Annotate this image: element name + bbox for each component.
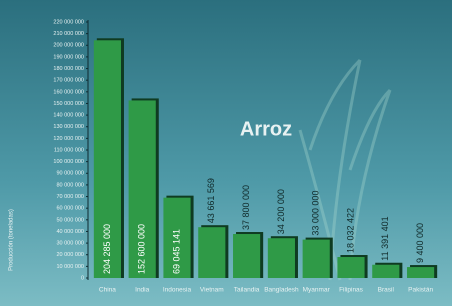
y-tick-label: 40 000 000 (56, 229, 84, 235)
value-label: 37 800 000 (241, 185, 251, 230)
y-tick-label: 60 000 000 (56, 206, 84, 212)
x-tick-label: India (135, 287, 149, 294)
x-tick-label: Bangladesh (264, 287, 299, 294)
y-tick-label: 110 000 000 (54, 147, 84, 153)
value-label: 69 045 141 (171, 229, 181, 274)
x-tick-label: Myanmar (303, 287, 331, 294)
chart: Arroz Producción (toneladas) 0 10 000 000… (0, 0, 452, 306)
value-label: 34 200 000 (276, 189, 286, 234)
y-tick-label: 20 000 000 (56, 252, 84, 258)
value-label: 9 400 000 (415, 223, 425, 263)
y-tick-label: 160 000 000 (53, 89, 84, 95)
y-axis-label: Producción (toneladas) (9, 209, 15, 271)
y-tick-label: 0 (81, 275, 84, 281)
bar (407, 267, 434, 278)
y-tick-label: 80 000 000 (56, 182, 84, 188)
value-label: 152 600 000 (137, 224, 147, 274)
y-tick-label: 180 000 000 (53, 66, 84, 72)
y-tick-label: 120 000 000 (53, 136, 84, 142)
bar (268, 238, 295, 278)
bar (233, 234, 260, 278)
value-label: 33 000 000 (311, 191, 321, 236)
value-label: 18 032 422 (345, 208, 355, 253)
y-tick-label: 220 000 000 (53, 19, 84, 25)
y-tick-label: 50 000 000 (56, 217, 84, 223)
x-tick-label: Pakistán (408, 287, 433, 294)
bar (303, 240, 330, 278)
bar (372, 265, 399, 278)
x-tick-label: Vietnam (200, 287, 224, 294)
y-tick-label: 170 000 000 (53, 78, 84, 84)
x-tick-label: Brasil (378, 287, 395, 294)
bar (337, 257, 364, 278)
x-tick-label: Tailandia (234, 287, 260, 294)
y-tick-label: 190 000 000 (53, 54, 84, 60)
y-tick-label: 200 000 000 (53, 43, 84, 49)
y-tick-label: 70 000 000 (56, 194, 84, 200)
value-label: 11 391 401 (380, 216, 390, 260)
y-tick-label: 100 000 000 (53, 159, 84, 165)
value-label: 204 285 000 (102, 224, 112, 274)
x-tick-label: Indonesia (163, 287, 192, 294)
y-tick-label: 210 000 000 (53, 31, 84, 37)
bar (198, 227, 225, 278)
x-tick-label: China (99, 287, 116, 294)
chart-title: Arroz (240, 118, 292, 140)
y-tick-label: 10 000 000 (56, 264, 84, 270)
y-tick-label: 150 000 000 (53, 101, 84, 107)
y-tick-label: 130 000 000 (53, 124, 84, 130)
value-label: 43 661 569 (206, 178, 216, 223)
y-tick-label: 90 000 000 (56, 171, 84, 177)
y-tick-label: 30 000 000 (56, 241, 84, 247)
y-tick-label: 140 000 000 (53, 113, 84, 119)
x-tick-label: Filipinas (339, 287, 364, 294)
